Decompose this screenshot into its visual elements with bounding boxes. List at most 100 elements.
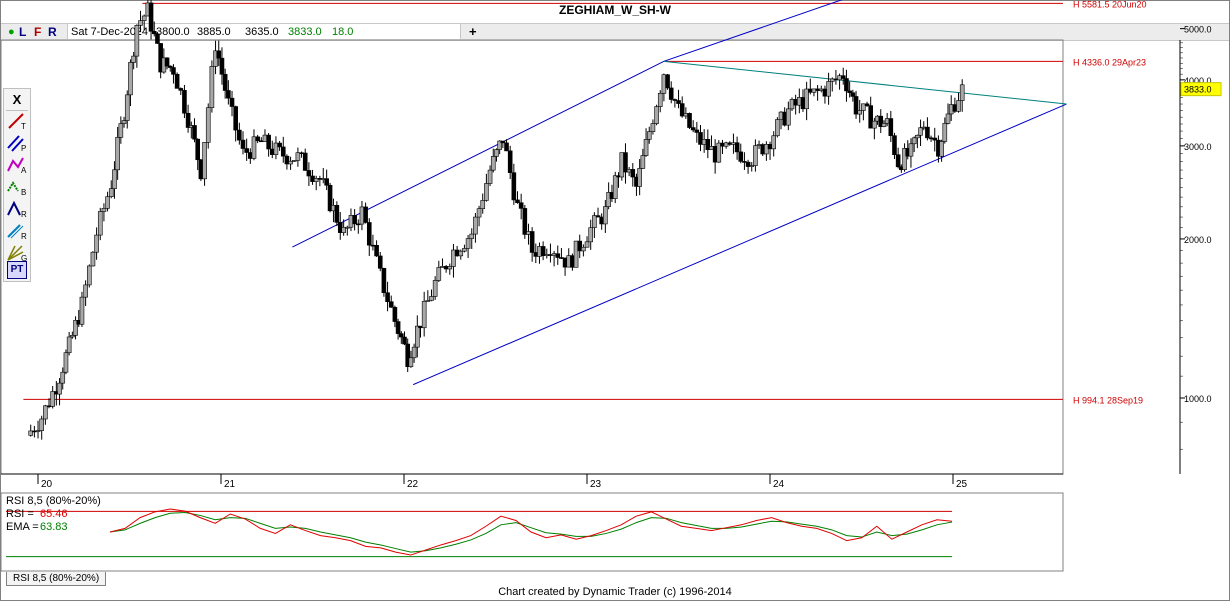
trendline-label: T bbox=[21, 122, 26, 131]
level-label-2: H 994.1 28Sep19 bbox=[1073, 395, 1143, 405]
candle-body bbox=[148, 2, 154, 32]
candle-body bbox=[240, 139, 246, 149]
candle-body bbox=[345, 226, 350, 229]
y-tick-label: 4000.0 bbox=[1184, 76, 1212, 86]
retracement-tool-button[interactable]: R bbox=[6, 221, 28, 241]
alternate-price-projection-icon: A bbox=[7, 157, 27, 175]
candle-body bbox=[592, 215, 597, 228]
candle-body bbox=[233, 106, 238, 131]
candle-body bbox=[57, 382, 62, 395]
x-tick-label: 23 bbox=[590, 479, 602, 490]
candle-body bbox=[43, 405, 48, 420]
candle-body bbox=[716, 142, 722, 163]
toolbar-close-button[interactable]: X bbox=[6, 90, 28, 111]
candle-body bbox=[959, 84, 965, 101]
candle-body bbox=[911, 137, 917, 145]
candle-body bbox=[421, 301, 427, 329]
candle-body bbox=[840, 75, 846, 79]
candle-body bbox=[447, 266, 453, 270]
candle-body bbox=[850, 92, 856, 97]
candle-body bbox=[39, 418, 45, 431]
ab-time-label: B bbox=[21, 188, 26, 197]
candle-body bbox=[654, 106, 659, 124]
candle-body bbox=[90, 251, 96, 267]
candle-body bbox=[112, 169, 117, 189]
candle-body bbox=[324, 178, 329, 186]
pt-tool-button[interactable]: PT bbox=[7, 261, 27, 279]
candle-body bbox=[277, 142, 282, 148]
candle-body bbox=[432, 280, 438, 297]
candle-body bbox=[603, 206, 608, 225]
candle-body bbox=[932, 137, 938, 141]
ab-time-tool-button[interactable]: B bbox=[6, 177, 28, 197]
candle-body bbox=[581, 246, 586, 252]
candle-body bbox=[672, 99, 678, 101]
parallel-lines-tool-button[interactable]: P bbox=[6, 133, 28, 153]
candle-body bbox=[690, 127, 696, 131]
ema-line bbox=[109, 512, 953, 553]
candle-body bbox=[878, 115, 884, 127]
bar-high: 3885.0 bbox=[197, 26, 231, 38]
candle-body bbox=[786, 108, 791, 126]
candle-body bbox=[70, 335, 75, 338]
candle-body bbox=[341, 227, 346, 233]
indicator-tab-rsi[interactable]: RSI 8,5 (80%-20%) bbox=[6, 572, 107, 586]
f-button[interactable]: F bbox=[34, 25, 42, 39]
add-button[interactable]: + bbox=[469, 24, 477, 39]
gann-fan-tool-button[interactable]: G bbox=[6, 243, 28, 263]
candle-body bbox=[853, 96, 859, 115]
candle-body bbox=[266, 134, 271, 150]
candle-body bbox=[174, 73, 180, 89]
bar-close: 3833.0 bbox=[288, 26, 322, 38]
current-price-tag bbox=[1180, 82, 1222, 97]
candle-body bbox=[462, 248, 467, 252]
candle-body bbox=[222, 73, 228, 91]
candle-body bbox=[178, 88, 184, 91]
trendline-icon: T bbox=[8, 113, 26, 131]
candle-body bbox=[738, 151, 744, 162]
price-projection-tool-button[interactable]: A bbox=[6, 155, 28, 175]
ema-value: 63.83 bbox=[40, 521, 68, 533]
candle-body bbox=[895, 154, 901, 168]
bar-date: Sat 7-Dec-2024 bbox=[71, 26, 149, 38]
rsi-panel bbox=[0, 492, 1064, 572]
candle-body bbox=[164, 57, 170, 67]
l-button[interactable]: L bbox=[19, 25, 27, 39]
candle-body bbox=[606, 192, 611, 207]
candle-body bbox=[657, 92, 663, 107]
candle-body bbox=[646, 131, 652, 140]
candle-body bbox=[640, 155, 646, 169]
candle-body bbox=[555, 253, 561, 258]
candle-body bbox=[415, 325, 420, 348]
candle-body bbox=[155, 33, 160, 44]
trendline-descending-resistance bbox=[663, 60, 1067, 105]
candle-body bbox=[97, 211, 103, 236]
candle-body bbox=[956, 100, 961, 112]
candle-body bbox=[366, 222, 372, 246]
bar-change: 18.0 bbox=[332, 26, 354, 38]
candle-body bbox=[942, 123, 948, 142]
candle-body bbox=[363, 206, 368, 223]
retracement-icon: R bbox=[7, 224, 27, 241]
candle-body bbox=[385, 292, 390, 302]
y-tick-label: 3000.0 bbox=[1184, 142, 1212, 152]
r-button[interactable]: R bbox=[48, 25, 57, 39]
candle-body bbox=[202, 142, 207, 180]
trendline-tool-button[interactable]: T bbox=[6, 111, 28, 131]
candle-body bbox=[908, 143, 914, 157]
candle-body bbox=[668, 87, 674, 100]
candle-body bbox=[540, 246, 546, 257]
time-ratio-tool-button[interactable]: R bbox=[6, 199, 28, 219]
candle-body bbox=[151, 30, 157, 35]
candle-body bbox=[881, 123, 887, 127]
candle-body bbox=[749, 165, 755, 167]
candle-body bbox=[288, 160, 293, 165]
candle-body bbox=[209, 66, 215, 108]
rsi-value: 65.46 bbox=[40, 508, 68, 520]
bar-open: 3800.0 bbox=[156, 26, 190, 38]
candle-body bbox=[141, 15, 147, 21]
candle-body bbox=[35, 430, 41, 432]
candle-body bbox=[398, 333, 404, 338]
candle-body bbox=[872, 120, 877, 129]
